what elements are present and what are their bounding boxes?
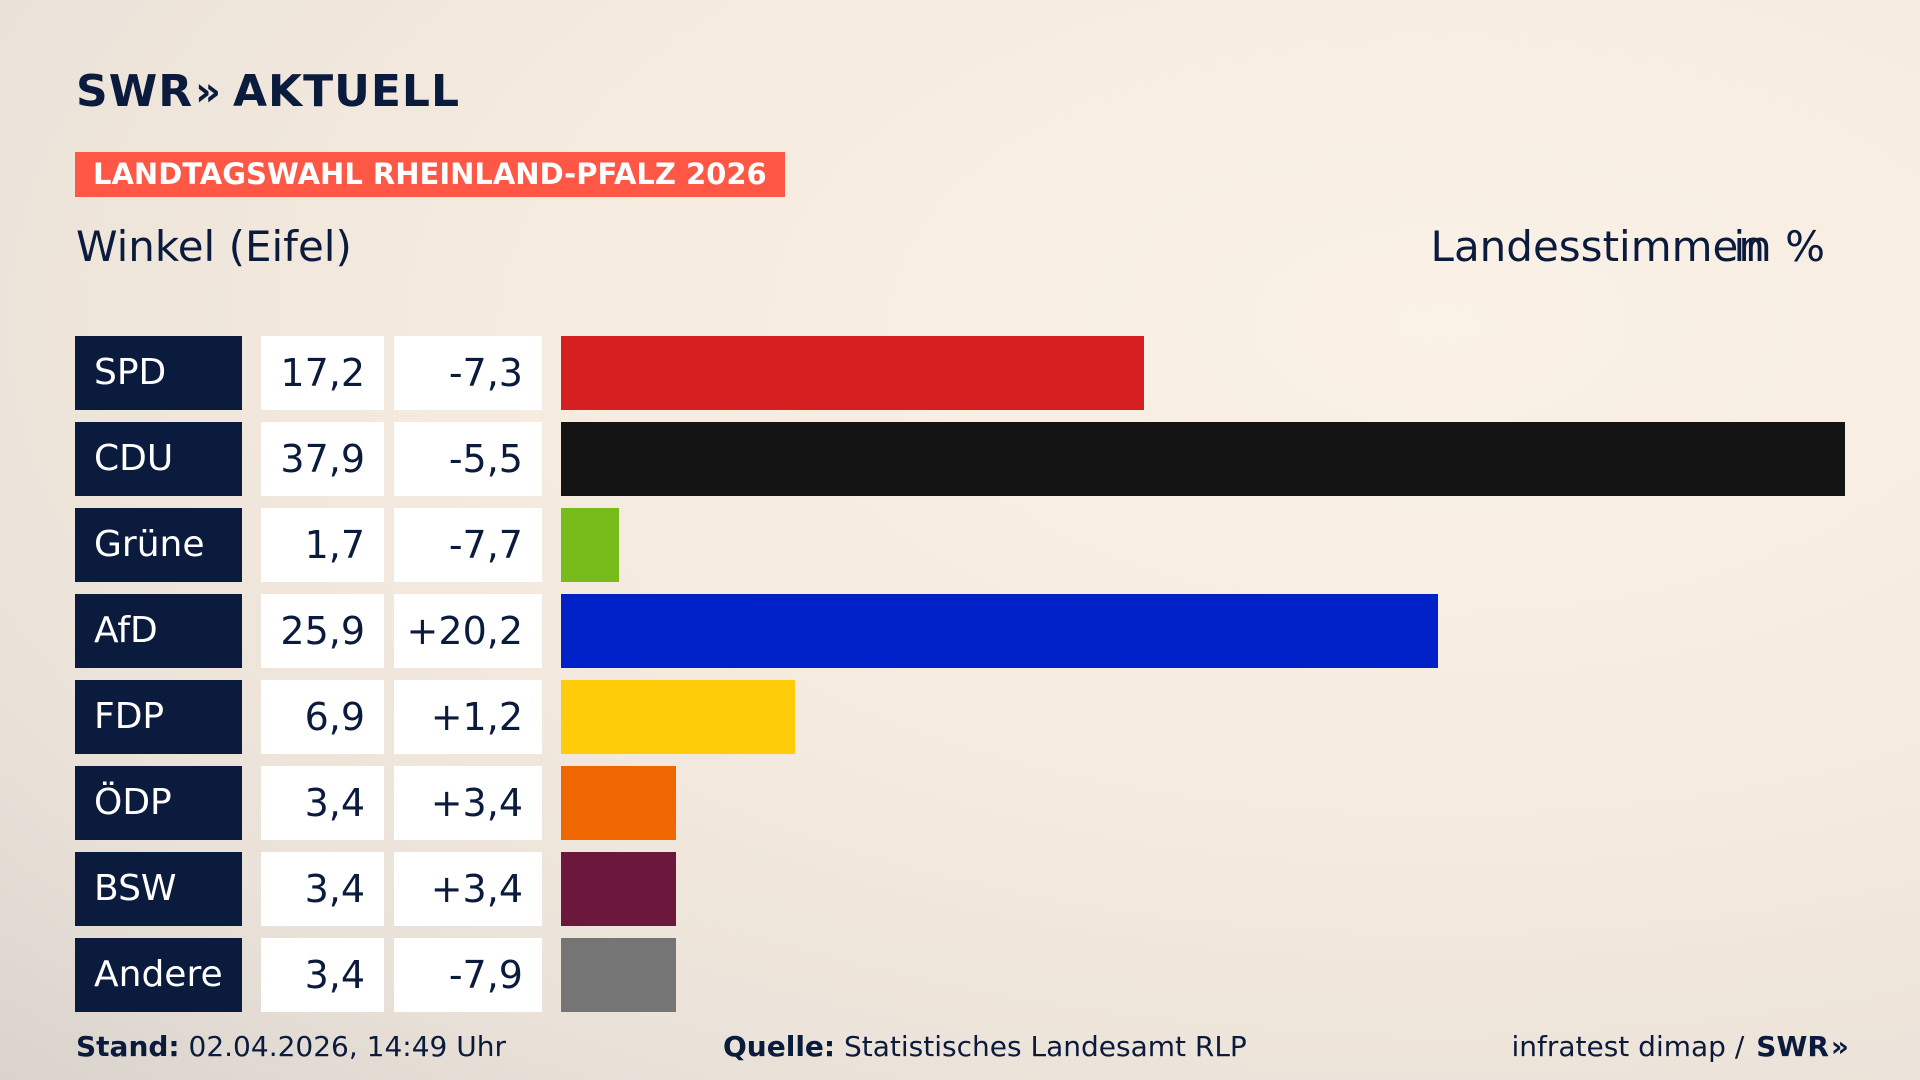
result-row: Andere 3,4 -7,9 xyxy=(75,938,1845,1012)
result-row: SPD 17,2 -7,3 xyxy=(75,336,1845,410)
result-bar xyxy=(561,422,1845,496)
party-label: ÖDP xyxy=(75,766,242,840)
metric-label: Landesstimmen xyxy=(1430,222,1765,271)
result-bar xyxy=(561,594,1438,668)
footer-source: Quelle: Statistisches Landesamt RLP xyxy=(723,1030,1247,1063)
result-row: AfD 25,9 +20,2 xyxy=(75,594,1845,668)
result-row: BSW 3,4 +3,4 xyxy=(75,852,1845,926)
diff-label: -7,7 xyxy=(394,508,542,582)
party-label: BSW xyxy=(75,852,242,926)
result-bar xyxy=(561,508,619,582)
logo-text: SWR xyxy=(76,66,194,117)
value-label: 1,7 xyxy=(261,508,384,582)
footer-credit: infratest dimap / SWR» xyxy=(1511,1030,1849,1063)
result-bar xyxy=(561,766,676,840)
result-bar xyxy=(561,336,1144,410)
party-label: SPD xyxy=(75,336,242,410)
logo-chevron-icon: » xyxy=(195,68,221,115)
value-label: 3,4 xyxy=(261,766,384,840)
footer-stand: Stand: 02.04.2026, 14:49 Uhr xyxy=(76,1030,506,1063)
party-label: Grüne xyxy=(75,508,242,582)
credit-logo-text: SWR xyxy=(1756,1030,1829,1063)
credit-swr-logo: SWR» xyxy=(1756,1030,1849,1063)
credit-chevron-icon: » xyxy=(1830,1030,1849,1063)
value-label: 37,9 xyxy=(261,422,384,496)
stand-label: Stand: xyxy=(76,1030,180,1063)
result-row: CDU 37,9 -5,5 xyxy=(75,422,1845,496)
result-row: ÖDP 3,4 +3,4 xyxy=(75,766,1845,840)
location-title: Winkel (Eifel) xyxy=(76,222,352,271)
result-row: FDP 6,9 +1,2 xyxy=(75,680,1845,754)
party-label: AfD xyxy=(75,594,242,668)
logo-sub: AKTUELL xyxy=(232,66,460,117)
party-label: FDP xyxy=(75,680,242,754)
diff-label: +1,2 xyxy=(394,680,542,754)
value-label: 3,4 xyxy=(261,938,384,1012)
diff-label: +20,2 xyxy=(394,594,542,668)
value-label: 3,4 xyxy=(261,852,384,926)
result-row: Grüne 1,7 -7,7 xyxy=(75,508,1845,582)
result-bar xyxy=(561,938,676,1012)
value-label: 25,9 xyxy=(261,594,384,668)
diff-label: -7,3 xyxy=(394,336,542,410)
diff-label: +3,4 xyxy=(394,852,542,926)
result-bar xyxy=(561,852,676,926)
election-badge: LANDTAGSWAHL RHEINLAND-PFALZ 2026 xyxy=(75,152,785,197)
unit-label: in % xyxy=(1733,222,1825,271)
value-label: 6,9 xyxy=(261,680,384,754)
diff-label: -7,9 xyxy=(394,938,542,1012)
result-bar xyxy=(561,680,795,754)
source-label: Quelle: xyxy=(723,1030,836,1063)
credit-text: infratest dimap / xyxy=(1511,1030,1745,1063)
swr-aktuell-logo: SWR » AKTUELL xyxy=(76,66,460,117)
value-label: 17,2 xyxy=(261,336,384,410)
diff-label: -5,5 xyxy=(394,422,542,496)
party-label: Andere xyxy=(75,938,242,1012)
source-value: Statistisches Landesamt RLP xyxy=(844,1030,1247,1063)
party-label: CDU xyxy=(75,422,242,496)
stand-value: 02.04.2026, 14:49 Uhr xyxy=(188,1030,506,1063)
diff-label: +3,4 xyxy=(394,766,542,840)
